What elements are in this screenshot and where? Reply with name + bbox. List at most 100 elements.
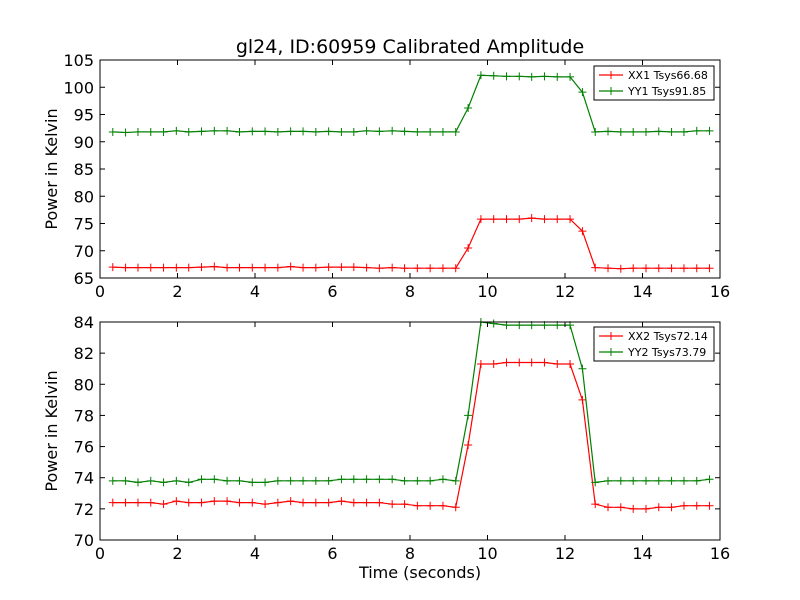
data-point [692,476,701,485]
data-point [426,127,435,136]
y-axis-label: Power in Kelvin [42,370,61,491]
legend-label: XX2 Tsys72.14 [628,330,708,343]
data-point [299,476,308,485]
data-point [108,263,117,272]
data-point [604,127,613,136]
data-point [248,478,257,487]
data-point [616,264,625,273]
data-point [159,478,168,487]
data-point [197,475,206,484]
data-point [324,498,333,507]
x-tick-label: 2 [172,282,182,301]
data-point [667,264,676,273]
y-tick-label: 105 [63,51,94,70]
data-point [299,263,308,272]
data-point [108,498,117,507]
data-point [184,263,193,272]
data-point [210,126,219,135]
data-point [311,127,320,136]
data-point [299,498,308,507]
data-point [641,504,650,513]
data-point [121,498,130,507]
data-point [438,264,447,273]
data-point [121,476,130,485]
data-point [133,478,142,487]
data-point [273,127,282,136]
y-tick-label: 84 [74,313,94,332]
data-point [375,264,384,273]
data-point [604,503,613,512]
y-tick-label: 76 [74,438,94,457]
data-point [591,263,600,272]
data-point [604,476,613,485]
bottom-panel: 0 2 4 6 8 10 12 14 16 70 72 74 76 78 80 82 84 Power in Ke… [42,313,730,582]
legend-label: YY2 Tsys73.79 [627,346,706,359]
data-point [705,501,714,510]
data-point [121,263,130,272]
legend-marker [607,71,615,79]
x-axis-label: Time (seconds) [358,563,481,582]
data-point [679,127,688,136]
data-point [540,358,549,367]
data-point [616,476,625,485]
data-point [133,498,142,507]
chart-title: gl24, ID:60959 Calibrated Amplitude [236,36,584,58]
data-point [172,126,181,135]
data-point [223,263,232,272]
data-point [629,504,638,513]
data-point [400,476,409,485]
data-point [451,503,460,512]
data-point [362,126,371,135]
x-tick-label: 12 [555,544,575,563]
x-tick-label: 8 [405,282,415,301]
data-point [210,497,219,506]
data-point [388,475,397,484]
data-point [388,126,397,135]
data-point [438,475,447,484]
data-point [426,476,435,485]
data-point [476,360,485,369]
data-point [108,476,117,485]
data-point [400,264,409,273]
data-point [527,214,536,223]
data-point [616,503,625,512]
x-tick-label: 0 [95,282,105,301]
data-point [400,127,409,136]
data-point [566,360,575,369]
data-point [235,127,244,136]
data-point [184,498,193,507]
data-point [451,476,460,485]
y-tick-label: 78 [74,406,94,425]
x-tick-label: 4 [250,282,260,301]
data-point [616,127,625,136]
x-tick-label: 16 [710,544,730,563]
top-panel: 0 2 4 6 8 10 12 14 16 65 70 75 80 85 90 95 100 105 Power i… [42,51,730,301]
data-point [641,127,650,136]
data-point [540,72,549,81]
data-point [451,264,460,273]
data-point [464,411,473,420]
data-point [146,127,155,136]
legend-marker [607,332,615,340]
x-tick-label: 6 [327,544,337,563]
legend-label: YY1 Tsys91.85 [627,85,706,98]
data-point [413,264,422,273]
data-point [705,126,714,135]
data-point [337,497,346,506]
data-point [261,263,270,272]
data-point [438,501,447,510]
data-point [679,501,688,510]
y-tick-label: 80 [74,375,94,394]
data-point [349,498,358,507]
x-tick-label: 14 [632,544,652,563]
data-point [629,127,638,136]
data-point [502,358,511,367]
data-point [515,215,524,224]
data-point [641,476,650,485]
data-point [629,264,638,273]
legend-marker [607,87,615,95]
data-point [197,498,206,507]
data-point [566,72,575,81]
y-tick-label: 75 [74,215,94,234]
